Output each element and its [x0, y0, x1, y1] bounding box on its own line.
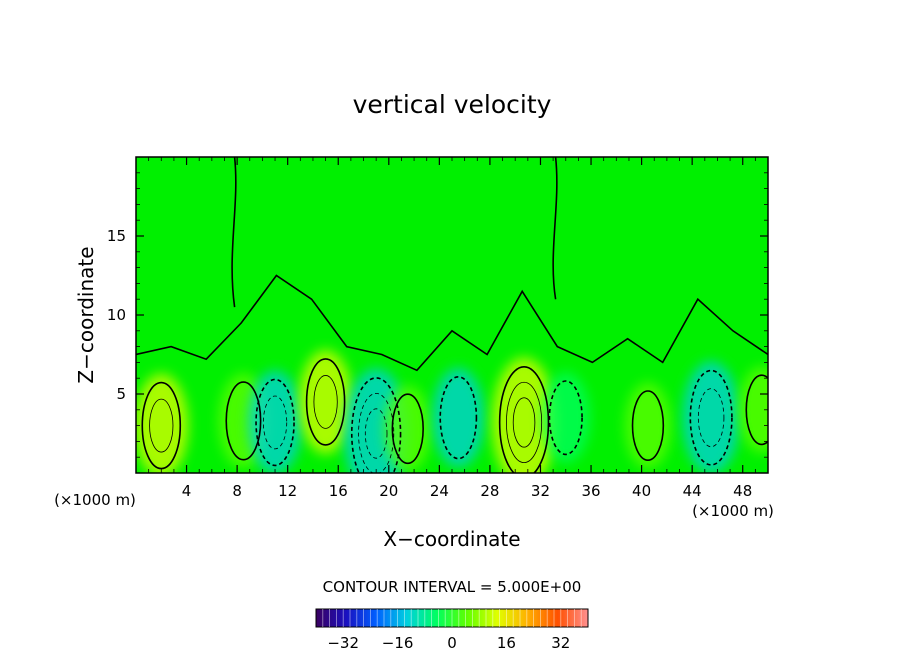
velocity-updraft [384, 385, 432, 472]
colorbar: −32 −16 0 16 32 [315, 608, 589, 652]
x-tick-label: 48 [733, 482, 752, 500]
contour-lines [136, 157, 768, 473]
contour-downdraft [358, 392, 395, 473]
velocity-downdraft [682, 361, 740, 473]
x-tick-label: 40 [632, 482, 651, 500]
velocity-updraft [298, 349, 353, 454]
contour-updraft [149, 398, 174, 453]
contour-downdraft [364, 408, 388, 459]
x-tick-label: 36 [581, 482, 600, 500]
contour-updraft [506, 381, 543, 463]
contour-updraft [141, 381, 182, 470]
colorbar-ticks: −32 −16 0 16 32 [327, 634, 570, 652]
velocity-updraft [491, 357, 557, 473]
x-axis: 4 8 12 16 20 24 28 32 36 40 44 48 [148, 157, 756, 500]
y-axis: 5 10 15 [107, 172, 768, 458]
x-tick-label: 44 [683, 482, 702, 500]
contour-downdraft [548, 380, 583, 456]
x-tick-label: 32 [531, 482, 550, 500]
velocity-updraft [624, 382, 672, 469]
x-tick-label: 24 [430, 482, 449, 500]
zero-contour [136, 274, 768, 372]
x-unit-left: (×1000 m) [54, 491, 136, 509]
colorbar-tick-label: 16 [497, 634, 516, 652]
contour-updraft [305, 358, 346, 446]
x-tick-label: 28 [480, 482, 499, 500]
velocity-updraft [738, 366, 768, 453]
velocity-downdraft [248, 370, 303, 473]
x-tick-label: 8 [232, 482, 242, 500]
contour-downdraft [255, 378, 295, 467]
contour-downdraft [689, 369, 733, 466]
x-axis-label: X−coordinate [383, 527, 520, 551]
y-tick-label: 10 [107, 306, 126, 324]
contour-updraft [313, 375, 338, 429]
y-axis-label: Z−coordinate [74, 246, 98, 383]
x-tick-label: 4 [182, 482, 192, 500]
contour-downdraft [439, 376, 478, 460]
x-tick-label: 16 [329, 482, 348, 500]
contour-updraft [225, 381, 262, 461]
zero-contour-plume [552, 157, 558, 300]
colorbar-tick-label: 32 [551, 634, 570, 652]
contour-updraft [631, 390, 665, 461]
contour-interval-label: CONTOUR INTERVAL = 5.000E+00 [323, 578, 582, 596]
zero-contour-plume [231, 157, 237, 308]
x-tick-label: 12 [278, 482, 297, 500]
colorbar-segments [322, 609, 582, 627]
contour-updraft [745, 374, 768, 446]
colorbar-tick-label: 0 [447, 634, 457, 652]
plot-area [135, 156, 769, 474]
contour-updraft [498, 366, 550, 473]
y-tick-label: 5 [116, 385, 126, 403]
colorbar-tick-label: −16 [382, 634, 414, 652]
contour-updraft [391, 393, 424, 465]
x-unit-right: (×1000 m) [692, 502, 774, 520]
contour-downdraft [262, 395, 288, 450]
y-tick-label: 15 [107, 227, 126, 245]
contour-updraft [512, 397, 536, 448]
contour-downdraft [697, 388, 725, 448]
chart-title: vertical velocity [353, 90, 552, 119]
velocity-downdraft [432, 367, 485, 468]
colorbar-tick-label: −32 [327, 634, 359, 652]
contour-downdraft [350, 377, 402, 473]
x-tick-label: 20 [379, 482, 398, 500]
